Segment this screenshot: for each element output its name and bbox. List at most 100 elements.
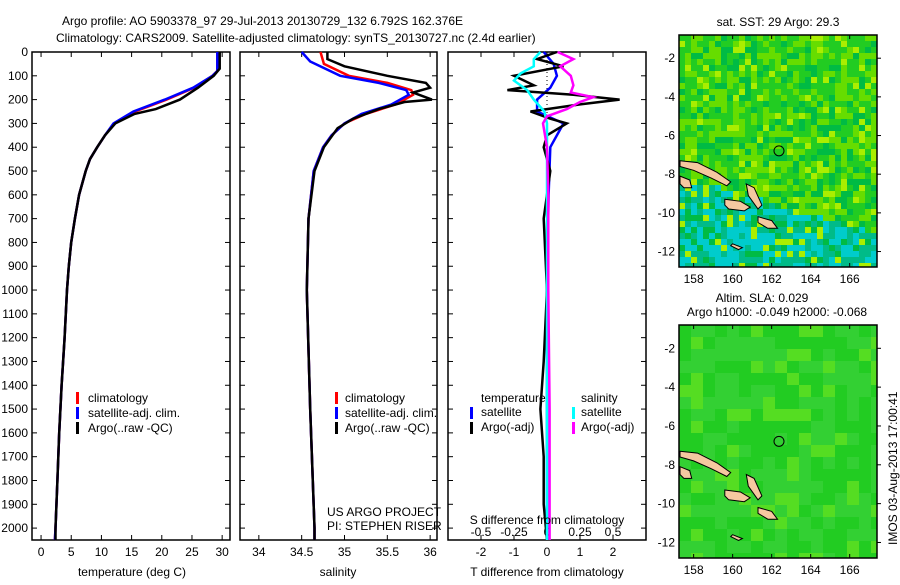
map-cell <box>757 89 763 95</box>
map-cell <box>703 529 715 541</box>
map-cell <box>697 173 703 179</box>
map-cell <box>679 41 685 47</box>
map-cell <box>805 203 811 209</box>
map-cell <box>823 481 835 493</box>
map-cell <box>751 53 757 59</box>
map-cell <box>739 161 745 167</box>
map-cell <box>679 409 691 421</box>
map-cell <box>715 167 721 173</box>
map-cell <box>709 245 715 251</box>
map-cell <box>853 107 859 113</box>
map-cell <box>727 71 733 77</box>
map-cell <box>793 245 799 251</box>
map-cell <box>727 125 733 131</box>
map-cell <box>835 137 841 143</box>
map-cell <box>703 143 709 149</box>
map-cell <box>799 257 805 263</box>
map-cell <box>727 421 739 433</box>
map-cell <box>691 173 697 179</box>
map-cell <box>727 517 739 529</box>
map-cell <box>871 215 877 221</box>
map-cell <box>685 137 691 143</box>
map-cell <box>787 433 799 445</box>
map-cell <box>733 119 739 125</box>
map-cell <box>823 215 829 221</box>
map-cell <box>841 257 847 263</box>
map-cell <box>697 71 703 77</box>
map-cell <box>823 167 829 173</box>
map-cell <box>685 203 691 209</box>
map-cell <box>703 191 709 197</box>
map-cell <box>823 161 829 167</box>
map-cell <box>871 65 877 71</box>
map-cell <box>721 263 727 267</box>
map-cell <box>781 173 787 179</box>
map-cell <box>763 71 769 77</box>
map-cell <box>709 35 715 41</box>
map-cell <box>751 83 757 89</box>
map-cell <box>853 125 859 131</box>
map-cell <box>763 125 769 131</box>
x-tick-label: -2 <box>476 545 487 559</box>
map-cell <box>691 89 697 95</box>
map-cell <box>841 137 847 143</box>
map-cell <box>691 143 697 149</box>
map-cell <box>679 83 685 89</box>
temperature-legend: climatology satellite-adj. clim. Argo(..… <box>76 391 180 435</box>
map-cell <box>733 239 739 245</box>
map-cell <box>709 113 715 119</box>
map-cell <box>727 89 733 95</box>
map-cell <box>847 233 853 239</box>
map-cell <box>871 209 877 215</box>
map-cell <box>691 233 697 239</box>
map-cell <box>739 179 745 185</box>
map-cell <box>709 161 715 167</box>
map-cell <box>829 209 835 215</box>
map-cell <box>679 53 685 59</box>
map-cell <box>835 373 847 385</box>
map-cell <box>811 161 817 167</box>
map-cell <box>727 137 733 143</box>
map-cell <box>697 113 703 119</box>
map-cell <box>685 245 691 251</box>
map-cell <box>793 35 799 41</box>
map-cell <box>835 143 841 149</box>
map-cell <box>691 83 697 89</box>
map-cell <box>745 143 751 149</box>
map-cell <box>865 191 871 197</box>
map-cell <box>841 71 847 77</box>
map-cell <box>865 131 871 137</box>
map-cell <box>865 65 871 71</box>
map-cell <box>751 517 763 529</box>
map-cell <box>763 101 769 107</box>
map-cell <box>757 47 763 53</box>
map-cell <box>709 77 715 83</box>
map-cell <box>691 221 697 227</box>
map-cell <box>853 35 859 41</box>
map-cell <box>811 143 817 149</box>
map-cell <box>697 83 703 89</box>
map-cell <box>703 221 709 227</box>
map-cell <box>871 529 877 541</box>
map-cell <box>751 113 757 119</box>
map-cell <box>793 143 799 149</box>
map-cell <box>679 71 685 77</box>
map-cell <box>859 553 871 558</box>
map-cell <box>817 95 823 101</box>
map-cell <box>787 529 799 541</box>
map-cell <box>835 47 841 53</box>
map-cell <box>841 47 847 53</box>
map-cell <box>775 209 781 215</box>
map-cell <box>751 215 757 221</box>
map-cell <box>799 95 805 101</box>
map-cell <box>709 83 715 89</box>
map-cell <box>745 167 751 173</box>
series-line-satellite-adj-clim- <box>300 51 411 540</box>
map-cell <box>817 35 823 41</box>
map-cell <box>751 409 763 421</box>
map-cell <box>817 173 823 179</box>
map-cell <box>835 233 841 239</box>
map-cell <box>703 59 709 65</box>
map-cell <box>775 89 781 95</box>
map-cell <box>817 107 823 113</box>
